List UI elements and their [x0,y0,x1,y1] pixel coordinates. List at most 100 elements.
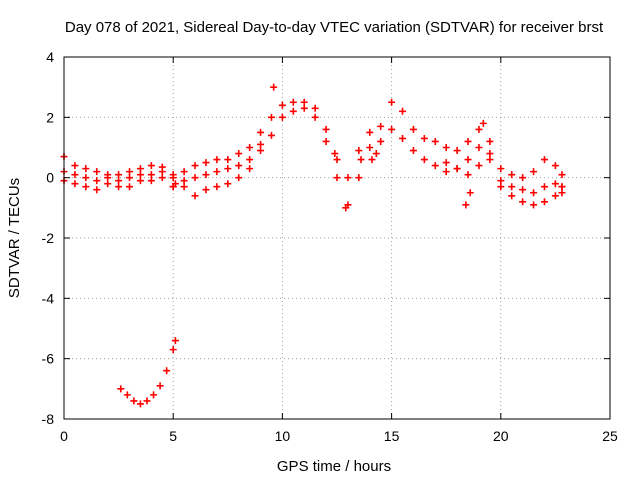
data-point [333,174,341,182]
data-point [136,171,144,179]
data-point [117,385,125,393]
data-point [558,171,566,179]
x-tick-label: 15 [384,428,400,444]
y-tick-label: -4 [42,290,55,306]
data-point [508,192,516,200]
x-tick-label: 10 [275,428,291,444]
data-point [202,159,210,167]
data-point [519,174,527,182]
y-tick-label: -6 [42,351,55,367]
data-point [156,382,164,390]
y-tick-label: 4 [46,49,54,65]
data-point [558,183,566,191]
data-point [191,162,199,170]
data-point [147,171,155,179]
data-point [136,165,144,173]
data-point [530,168,538,176]
data-point [464,171,472,179]
series-middle-band [60,140,265,185]
data-point [377,122,385,130]
data-point [104,180,112,188]
data-point [130,397,138,405]
data-point [497,177,505,185]
data-point [331,150,339,158]
data-point [420,156,428,164]
data-point [519,186,527,194]
data-point [126,174,134,182]
data-point [257,147,265,155]
data-point [93,177,101,185]
data-point [82,165,90,173]
data-point [278,113,286,121]
data-point [115,183,123,191]
x-axis-label: GPS time / hours [277,458,391,475]
data-point [409,147,417,155]
data-point [289,107,297,115]
data-point [136,177,144,185]
data-point [540,156,548,164]
data-point [158,168,166,176]
data-point [93,186,101,194]
data-point [311,113,319,121]
data-point [366,128,374,136]
data-point [143,397,151,405]
data-point [267,131,275,139]
data-point [399,134,407,142]
data-point [126,183,134,191]
data-point [466,189,474,197]
data-point [246,144,254,151]
series-outlier-arc [117,337,179,408]
data-point [388,125,396,133]
data-point [475,125,483,133]
data-point [71,162,79,170]
data-point [267,113,275,121]
data-point [497,183,505,191]
axis-ticks: 0 5 10 15 20 25 -8 -6 -4 -2 0 2 4 [42,49,618,444]
data-point [442,159,450,167]
data-point [235,162,243,170]
data-point [191,174,199,182]
data-point [300,98,308,106]
data-point [540,183,548,191]
data-point [540,198,548,206]
data-point [508,171,516,179]
x-tick-label: 5 [169,428,177,444]
data-point [442,168,450,176]
data-point [300,104,308,112]
data-point [486,156,494,164]
data-point [377,137,385,145]
data-point [278,101,286,109]
data-point [357,156,365,164]
data-point [147,162,155,170]
data-point [333,156,341,164]
data-point [202,171,210,179]
data-point [322,125,330,133]
x-tick-label: 20 [493,428,509,444]
data-point [169,174,177,182]
data-point [558,189,566,197]
data-point [551,192,559,200]
data-point [355,147,363,155]
data-points [60,83,566,408]
data-point [180,183,188,191]
data-point [388,98,396,106]
data-point [322,137,330,145]
data-point [213,168,221,176]
data-point [169,346,177,354]
y-tick-label: 0 [46,170,54,186]
data-point [71,171,79,179]
data-point [123,391,131,399]
x-tick-label: 0 [60,428,68,444]
data-point [270,83,278,91]
data-point [115,177,123,185]
y-axis-label: SDTVAR / TECUs [6,178,23,298]
data-point [508,183,516,191]
data-point [191,192,199,200]
data-point [246,156,254,164]
data-point [82,174,90,182]
data-point [464,156,472,164]
data-point [213,183,221,191]
chart-title: Day 078 of 2021, Sidereal Day-to-day VTE… [65,19,604,36]
